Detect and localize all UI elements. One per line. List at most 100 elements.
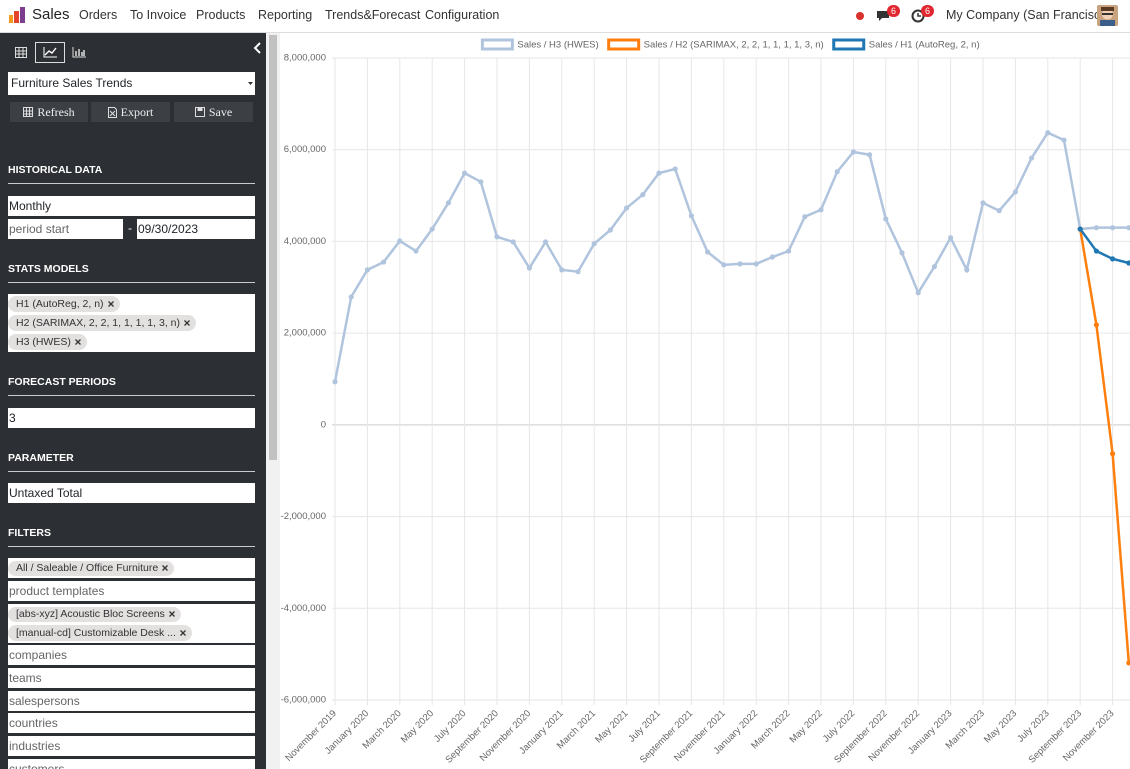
data-point	[462, 170, 468, 176]
scrollbar[interactable]	[266, 33, 280, 769]
data-point	[348, 294, 354, 300]
legend-label: Sales / H3 (HWES)	[517, 40, 598, 51]
app-name[interactable]: Sales	[32, 6, 70, 23]
refresh-button[interactable]: Refresh	[10, 102, 88, 122]
chat-badge: 6	[887, 5, 901, 17]
tag-remove[interactable]	[74, 338, 81, 345]
data-point	[802, 214, 808, 220]
tag: H3 (HWES)	[8, 333, 87, 350]
data-point	[656, 170, 662, 176]
tag-label: H1 (AutoReg, 2, n)	[16, 297, 104, 310]
series-line	[1079, 228, 1130, 265]
data-point	[1029, 155, 1035, 161]
chat-icon[interactable]	[876, 9, 890, 23]
user-avatar[interactable]	[1097, 5, 1118, 26]
tag: [abs-xyz] Acoustic Bloc Screens	[8, 606, 181, 622]
data-point	[672, 166, 678, 172]
data-point	[769, 254, 775, 260]
data-point	[1126, 660, 1130, 666]
legend-label: Sales / H2 (SARIMAX, 2, 2, 1, 1, 1, 1, 3…	[644, 40, 824, 51]
section-heading: PARAMETER	[8, 452, 255, 472]
category-tags[interactable]: All / Saleable / Office Furniture	[8, 558, 255, 578]
period-end-input[interactable]: 09/30/2023	[137, 219, 255, 239]
data-point	[721, 262, 727, 268]
interval-select[interactable]: Monthly	[8, 196, 255, 216]
data-point	[980, 200, 986, 206]
data-point	[397, 238, 403, 244]
data-point	[429, 226, 435, 232]
data-point	[915, 290, 921, 296]
y-tick-label: 8,000,000	[284, 53, 326, 64]
series-line	[1078, 228, 1130, 663]
line-view-button[interactable]	[35, 42, 65, 63]
stats-model-tags[interactable]: H1 (AutoReg, 2, n) H2 (SARIMAX, 2, 2, 1,…	[8, 294, 255, 352]
data-point	[413, 248, 419, 254]
filter-input[interactable]: customers	[8, 759, 255, 769]
data-point	[591, 241, 597, 247]
scrollbar-thumb[interactable]	[269, 35, 277, 460]
legend-swatch	[832, 38, 866, 51]
menu-item[interactable]: To Invoice	[130, 8, 187, 22]
period-start-input[interactable]: period start	[8, 219, 123, 239]
tag-label: [abs-xyz] Acoustic Bloc Screens	[16, 608, 165, 621]
tag-remove[interactable]	[162, 565, 169, 571]
x-tick-label: May 2023	[982, 708, 1019, 745]
filter-input[interactable]: companies	[8, 645, 255, 665]
report-name: Furniture Sales Trends	[11, 76, 133, 90]
menu-item[interactable]: Configuration	[425, 8, 500, 22]
product-tags[interactable]: [abs-xyz] Acoustic Bloc Screens [manual-…	[8, 604, 255, 643]
button-label: Refresh	[37, 104, 75, 119]
company-switcher[interactable]: My Company (San Francisco)	[946, 8, 1112, 22]
section-heading: HISTORICAL DATA	[8, 164, 255, 184]
menu-item[interactable]: Products	[196, 8, 246, 22]
data-point	[737, 261, 743, 267]
y-tick-label: -4,000,000	[281, 603, 326, 614]
filter-input[interactable]: countries	[8, 713, 255, 733]
export-button[interactable]: Export	[91, 102, 170, 122]
tag-remove[interactable]	[179, 629, 186, 636]
y-tick-label: -6,000,000	[281, 695, 326, 706]
menu-item[interactable]: Orders	[79, 8, 118, 22]
data-point	[688, 213, 694, 219]
legend: Sales / H3 (HWES) Sales / H2 (SARIMAX, 2,…	[480, 38, 980, 51]
tag: H2 (SARIMAX, 2, 2, 1, 1, 1, 1, 3, n)	[8, 314, 196, 331]
data-point	[575, 269, 581, 275]
filter-input[interactable]: teams	[8, 668, 255, 688]
legend-item[interactable]: Sales / H3 (HWES)	[480, 38, 599, 51]
status-dot[interactable]	[855, 11, 865, 21]
section-heading: STATS MODELS	[8, 263, 255, 283]
filter-input[interactable]: industries	[8, 736, 255, 756]
data-point	[364, 267, 370, 273]
series-line	[333, 131, 1129, 382]
data-point	[1045, 130, 1051, 136]
table-view-button[interactable]	[9, 42, 33, 62]
data-point	[867, 152, 873, 158]
data-point	[786, 248, 792, 254]
tag: All / Saleable / Office Furniture	[8, 560, 175, 576]
data-point	[1110, 225, 1116, 231]
tag-remove[interactable]	[168, 611, 175, 618]
filter-input[interactable]: salespersons	[8, 691, 255, 711]
collapse-button[interactable]	[253, 42, 263, 54]
data-point	[624, 205, 630, 211]
y-tick-label: 2,000,000	[284, 328, 326, 339]
y-tick-label: 4,000,000	[284, 236, 326, 247]
menu-item[interactable]: Trends&Forecast	[325, 8, 421, 22]
bar-view-button[interactable]	[67, 42, 91, 62]
y-tick-label: 6,000,000	[284, 144, 326, 155]
legend-item[interactable]: Sales / H2 (SARIMAX, 2, 2, 1, 1, 1, 1, 3…	[607, 38, 824, 51]
forecast-periods-input[interactable]: 3	[8, 408, 255, 428]
tag-label: [manual-cd] Customizable Desk ...	[16, 626, 176, 639]
legend-item[interactable]: Sales / H1 (AutoReg, 2, n)	[832, 38, 980, 51]
data-point	[834, 169, 840, 175]
tag-remove[interactable]	[107, 300, 114, 307]
save-button[interactable]: Save	[174, 102, 253, 122]
parameter-select[interactable]: Untaxed Total	[8, 483, 255, 503]
app-logo[interactable]	[8, 6, 26, 24]
tag-remove[interactable]	[184, 319, 190, 326]
data-point	[478, 179, 484, 185]
report-select[interactable]: Furniture Sales Trends	[8, 72, 255, 95]
product-templates-input[interactable]: product templates	[8, 581, 255, 601]
menu-item[interactable]: Reporting	[258, 8, 313, 22]
